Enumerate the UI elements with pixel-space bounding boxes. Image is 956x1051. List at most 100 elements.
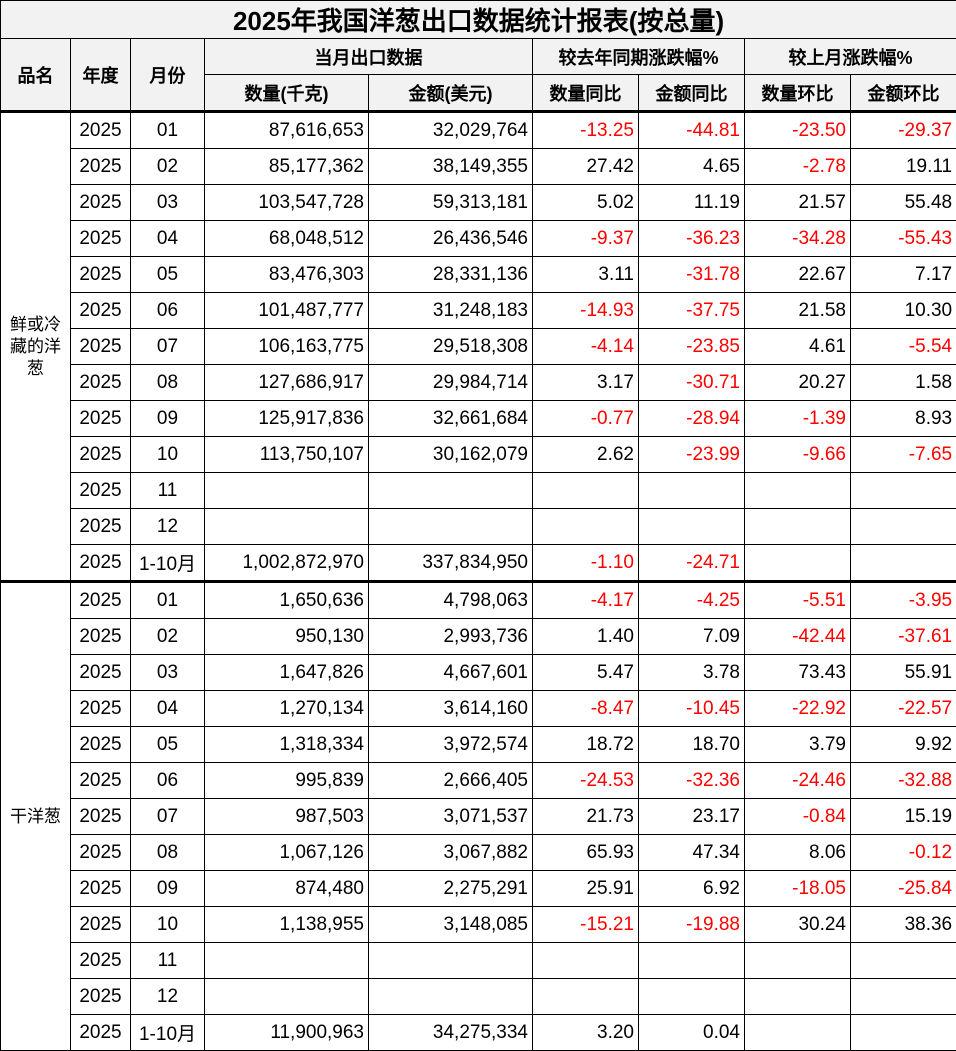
year-cell: 2025 [71,871,131,907]
year-cell: 2025 [71,943,131,979]
amount-cell [369,979,533,1015]
month-cell: 08 [131,365,205,401]
header-monthly-export: 当月出口数据 [205,39,533,75]
amt-mom-cell: 7.17 [851,257,956,293]
amount-cell: 28,331,136 [369,257,533,293]
qty-mom-cell: -1.39 [745,401,851,437]
qty-yoy-cell: 27.42 [533,149,639,185]
month-cell: 07 [131,799,205,835]
year-cell: 2025 [71,437,131,473]
quantity-cell: 106,163,775 [205,329,369,365]
qty-yoy-cell: -8.47 [533,691,639,727]
month-cell: 10 [131,907,205,943]
amt-yoy-cell: 18.70 [639,727,745,763]
year-cell: 2025 [71,979,131,1015]
header-qty-yoy: 数量同比 [533,75,639,112]
qty-yoy-cell: -9.37 [533,221,639,257]
amount-cell: 32,029,764 [369,112,533,149]
amount-cell: 3,972,574 [369,727,533,763]
year-cell: 2025 [71,691,131,727]
qty-mom-cell [745,545,851,582]
amt-mom-cell [851,473,956,509]
amt-mom-cell [851,979,956,1015]
amt-yoy-cell [639,979,745,1015]
qty-yoy-cell: 2.62 [533,437,639,473]
amount-cell: 59,313,181 [369,185,533,221]
qty-mom-cell: 73.43 [745,655,851,691]
year-cell: 2025 [71,799,131,835]
quantity-cell: 1,318,334 [205,727,369,763]
year-cell: 2025 [71,401,131,437]
amt-mom-cell: -37.61 [851,619,956,655]
month-cell: 03 [131,185,205,221]
header-amt-yoy: 金额同比 [639,75,745,112]
amount-cell: 3,071,537 [369,799,533,835]
header-qty-mom: 数量环比 [745,75,851,112]
year-cell: 2025 [71,907,131,943]
qty-yoy-cell: -4.17 [533,582,639,619]
year-cell: 2025 [71,1015,131,1051]
qty-yoy-cell: 1.40 [533,619,639,655]
month-cell: 08 [131,835,205,871]
amt-yoy-cell: 3.78 [639,655,745,691]
year-cell: 2025 [71,329,131,365]
year-cell: 2025 [71,221,131,257]
qty-mom-cell: 4.61 [745,329,851,365]
amt-yoy-cell: -31.78 [639,257,745,293]
quantity-cell: 1,270,134 [205,691,369,727]
amt-yoy-cell: -36.23 [639,221,745,257]
quantity-cell: 995,839 [205,763,369,799]
header-product: 品名 [1,39,71,112]
amt-yoy-cell [639,509,745,545]
amt-mom-cell: 8.93 [851,401,956,437]
qty-yoy-cell: -14.93 [533,293,639,329]
qty-yoy-cell: 3.20 [533,1015,639,1051]
qty-mom-cell [745,979,851,1015]
quantity-cell: 1,067,126 [205,835,369,871]
amt-yoy-cell: -4.25 [639,582,745,619]
month-cell: 04 [131,221,205,257]
table-title: 2025年我国洋葱出口数据统计报表(按总量) [1,1,956,39]
product-name-cell: 干洋葱 [1,582,71,1051]
amt-mom-cell: -3.95 [851,582,956,619]
amt-mom-cell: -5.54 [851,329,956,365]
quantity-cell: 950,130 [205,619,369,655]
qty-yoy-cell: -24.53 [533,763,639,799]
month-cell: 02 [131,619,205,655]
amt-mom-cell: -7.65 [851,437,956,473]
amt-yoy-cell: 47.34 [639,835,745,871]
month-cell: 10 [131,437,205,473]
qty-yoy-cell: 5.02 [533,185,639,221]
amt-mom-cell: 1.58 [851,365,956,401]
amt-yoy-cell: -24.71 [639,545,745,582]
header-month: 月份 [131,39,205,112]
amount-cell: 2,993,736 [369,619,533,655]
amt-yoy-cell [639,943,745,979]
qty-mom-cell: 3.79 [745,727,851,763]
amount-cell: 3,067,882 [369,835,533,871]
quantity-cell: 125,917,836 [205,401,369,437]
qty-yoy-cell [533,473,639,509]
qty-mom-cell: -2.78 [745,149,851,185]
qty-yoy-cell: -1.10 [533,545,639,582]
quantity-cell: 1,647,826 [205,655,369,691]
quantity-cell [205,943,369,979]
amt-mom-cell: -32.88 [851,763,956,799]
qty-mom-cell: 22.67 [745,257,851,293]
year-cell: 2025 [71,112,131,149]
qty-mom-cell [745,509,851,545]
qty-mom-cell [745,1015,851,1051]
header-quantity: 数量(千克) [205,75,369,112]
